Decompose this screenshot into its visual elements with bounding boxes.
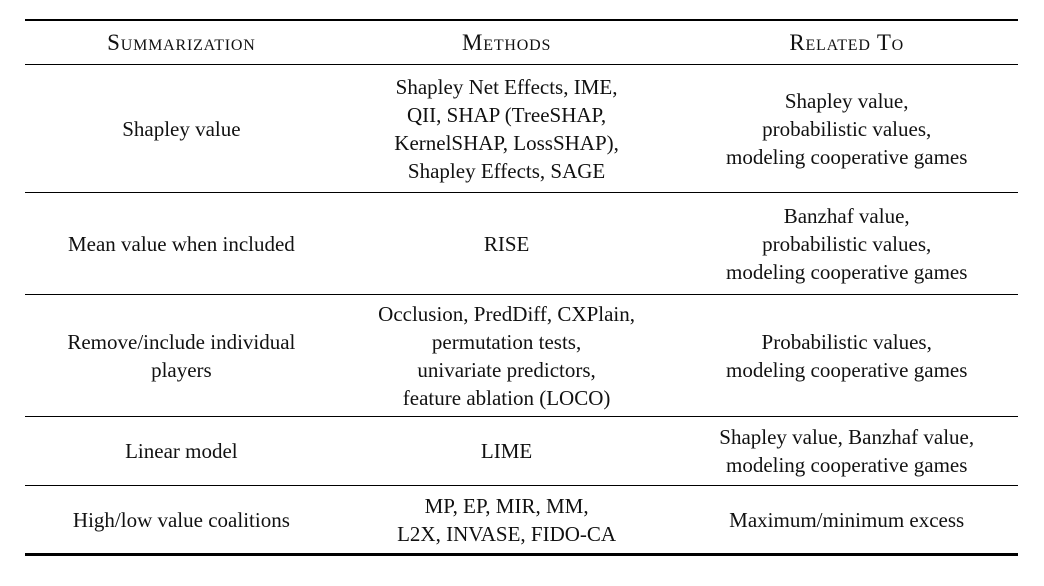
table-row: Mean value when included RISE Banzhaf va… — [25, 192, 1018, 295]
cell-methods: RISE — [337, 192, 676, 295]
cell-methods: MP, EP, MIR, MM, L2X, INVASE, FIDO-CA — [397, 493, 617, 546]
cell-methods: Occlusion, PredDiff, CXPlain, permutatio… — [337, 294, 676, 417]
column-header-methods: Methods — [337, 20, 676, 65]
cell-summarization: Remove/include individual players — [25, 294, 338, 417]
cell-summarization: High/low value coalitions — [72, 507, 290, 532]
cell-related-to: Shapley value, probabilistic values, mod… — [675, 64, 1018, 193]
column-header-related-to: Related To — [675, 20, 1018, 65]
cell-methods: LIME — [337, 416, 676, 486]
table-row: Remove/include individual players Occlus… — [25, 294, 1018, 417]
cell-methods: Shapley Net Effects, IME, QII, SHAP (Tre… — [337, 64, 676, 193]
cell-summarization: Linear model — [25, 416, 338, 486]
cell-related-to: Shapley value, Banzhaf value, modeling c… — [675, 416, 1018, 486]
cell-summarization: Mean value when included — [25, 192, 338, 295]
table-row: Linear model LIME Shapley value, Banzhaf… — [25, 416, 1018, 486]
table-row: Shapley value Shapley Net Effects, IME, … — [25, 64, 1018, 193]
cell-related-to: Maximum/minimum excess — [729, 507, 965, 532]
table-header-row: Summarization Methods Related To — [25, 20, 1018, 65]
summarization-methods-table: Summarization Methods Related To Shapley… — [25, 19, 1018, 556]
paper-table: Summarization Methods Related To Shapley… — [25, 19, 1018, 556]
cell-related-to: Banzhaf value, probabilistic values, mod… — [675, 192, 1018, 295]
table-row: High/low value coalitions MP, EP, MIR, M… — [25, 486, 1018, 555]
column-header-summarization: Summarization — [25, 20, 338, 65]
cell-related-to: Probabilistic values, modeling cooperati… — [675, 294, 1018, 417]
cell-summarization: Shapley value — [25, 64, 338, 193]
